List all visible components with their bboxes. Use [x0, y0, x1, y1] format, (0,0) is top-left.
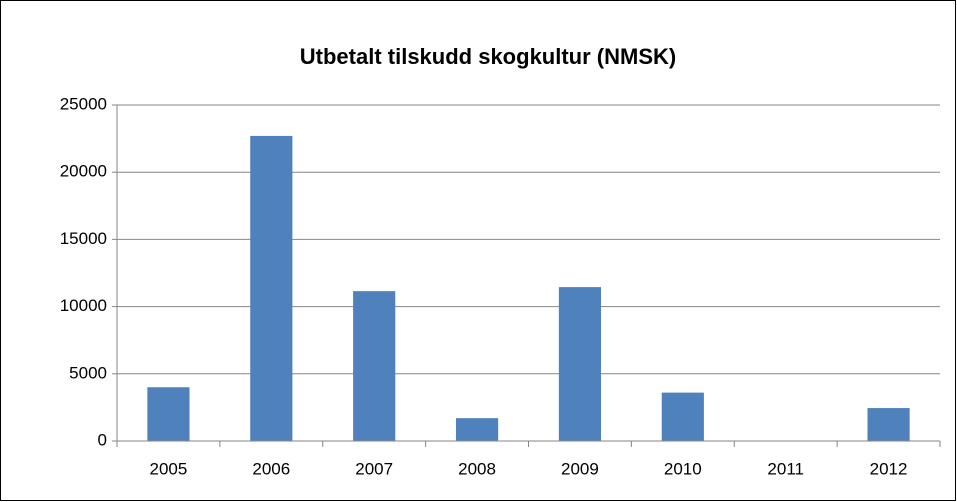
x-tick-label: 2008 — [458, 459, 496, 478]
x-tick-label: 2010 — [664, 459, 702, 478]
bar — [558, 287, 602, 441]
bar — [661, 392, 704, 441]
bar — [353, 291, 396, 441]
x-tick-label: 2012 — [870, 459, 908, 478]
y-tick-label: 15000 — [60, 229, 107, 248]
y-tick-label: 20000 — [60, 162, 107, 181]
x-tick-label: 2009 — [561, 459, 599, 478]
bar — [867, 408, 910, 441]
x-tick-label: 2007 — [355, 459, 393, 478]
y-tick-label: 5000 — [69, 363, 107, 382]
x-tick-label: 2011 — [767, 459, 804, 478]
y-tick-label: 10000 — [60, 296, 107, 315]
bar — [250, 135, 293, 442]
y-tick-label: 25000 — [60, 94, 107, 113]
chart-title: Utbetalt tilskudd skogkultur (NMSK) — [300, 44, 676, 69]
y-tick-label: 0 — [98, 430, 107, 449]
x-tick-label: 2006 — [252, 459, 290, 478]
bar — [147, 387, 190, 441]
bar — [455, 418, 499, 441]
x-tick-label: 2005 — [150, 459, 188, 478]
